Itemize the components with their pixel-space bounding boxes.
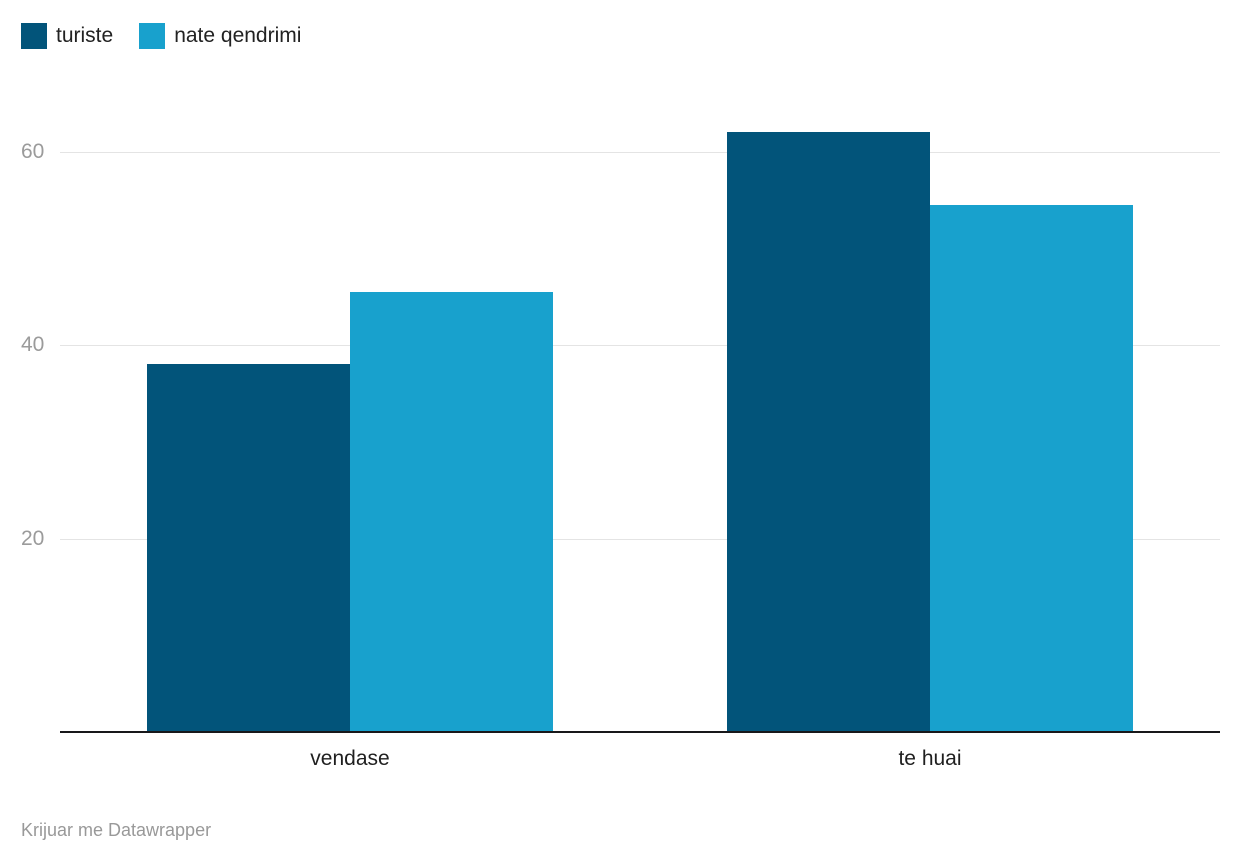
- legend-swatch-icon: [21, 23, 47, 49]
- y-tick-label-60: 60: [21, 139, 45, 163]
- legend-label: turiste: [56, 24, 114, 47]
- legend: turiste nate qendrimi: [21, 23, 301, 49]
- legend-swatch-icon: [139, 23, 166, 49]
- gridline-40: [60, 345, 1220, 346]
- plot-area: [60, 0, 1220, 733]
- legend-label: nate qendrimi: [174, 24, 302, 47]
- x-axis-line: [60, 731, 1220, 733]
- bar-vendase-nate-qendrimi[interactable]: [350, 291, 553, 732]
- bar-te-huai-nate-qendrimi[interactable]: [930, 204, 1133, 732]
- y-tick-label-40: 40: [21, 333, 45, 356]
- gridline-20: [60, 538, 1220, 540]
- bar-te-huai-turiste[interactable]: [727, 132, 930, 732]
- x-category-label-te-huai: te huai: [898, 747, 962, 770]
- gridline-60: [60, 151, 1220, 153]
- legend-item-1: nate qendrimi: [139, 23, 301, 49]
- bar-vendase-turiste[interactable]: [147, 364, 350, 732]
- attribution-link[interactable]: Krijuar me Datawrapper: [21, 820, 212, 840]
- y-tick-label-20: 20: [21, 526, 45, 550]
- legend-item-0: turiste: [21, 23, 113, 49]
- x-category-label-vendase: vendase: [310, 747, 390, 770]
